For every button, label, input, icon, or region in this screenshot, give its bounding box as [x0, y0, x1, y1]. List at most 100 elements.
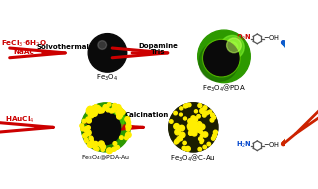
Circle shape [95, 147, 99, 151]
Circle shape [113, 142, 117, 145]
Circle shape [191, 127, 196, 132]
Circle shape [93, 141, 98, 146]
Circle shape [112, 147, 116, 151]
Circle shape [212, 116, 216, 119]
Circle shape [211, 114, 214, 117]
Circle shape [193, 125, 198, 129]
Text: Tris: Tris [151, 49, 166, 55]
Circle shape [188, 123, 191, 126]
Circle shape [91, 106, 95, 110]
Circle shape [169, 120, 173, 123]
Circle shape [179, 132, 185, 138]
Circle shape [89, 136, 93, 140]
Circle shape [119, 108, 122, 112]
Circle shape [183, 141, 186, 145]
Circle shape [188, 126, 194, 131]
Circle shape [81, 127, 84, 131]
Circle shape [175, 139, 179, 143]
Circle shape [126, 132, 131, 138]
Circle shape [81, 103, 130, 152]
Circle shape [191, 124, 195, 127]
Circle shape [83, 133, 87, 138]
Circle shape [84, 127, 88, 131]
Circle shape [189, 131, 193, 135]
Circle shape [200, 134, 203, 137]
Circle shape [194, 129, 198, 132]
Circle shape [198, 137, 202, 141]
Circle shape [90, 137, 93, 140]
Circle shape [111, 107, 116, 112]
Circle shape [85, 139, 88, 143]
Circle shape [208, 110, 212, 114]
Text: Fe$_3$O$_4$@PDA: Fe$_3$O$_4$@PDA [202, 83, 246, 94]
Circle shape [114, 105, 118, 108]
Text: Fe$_3$O$_4$: Fe$_3$O$_4$ [96, 73, 119, 83]
Circle shape [98, 41, 107, 49]
Circle shape [190, 124, 195, 129]
Circle shape [94, 106, 99, 111]
Circle shape [203, 106, 206, 109]
Circle shape [93, 145, 97, 149]
Circle shape [191, 120, 196, 126]
Circle shape [192, 126, 197, 131]
Circle shape [92, 111, 97, 116]
Text: HAuCl$_4$: HAuCl$_4$ [5, 114, 35, 125]
Circle shape [227, 42, 238, 53]
Circle shape [192, 117, 197, 122]
Circle shape [193, 121, 197, 126]
Circle shape [120, 136, 123, 139]
Circle shape [200, 141, 203, 144]
Circle shape [114, 147, 117, 150]
Circle shape [103, 105, 108, 110]
Circle shape [174, 111, 177, 115]
Circle shape [192, 127, 197, 132]
Circle shape [193, 128, 196, 131]
Circle shape [117, 111, 123, 117]
Circle shape [125, 135, 129, 138]
Circle shape [203, 132, 208, 137]
Circle shape [198, 147, 202, 151]
Circle shape [210, 118, 214, 122]
Circle shape [197, 129, 201, 132]
Circle shape [203, 106, 207, 110]
Circle shape [90, 144, 93, 147]
Circle shape [185, 146, 190, 151]
Circle shape [197, 115, 200, 118]
Circle shape [187, 103, 191, 107]
Circle shape [118, 113, 122, 118]
Circle shape [213, 133, 217, 137]
Circle shape [204, 41, 239, 76]
Circle shape [107, 103, 111, 106]
Circle shape [100, 108, 104, 113]
Circle shape [85, 138, 88, 142]
Circle shape [126, 124, 131, 129]
Circle shape [174, 140, 178, 144]
Circle shape [204, 41, 239, 76]
Text: $-$OH: $-$OH [263, 140, 280, 149]
Text: O$_2$N: O$_2$N [236, 33, 252, 43]
Circle shape [188, 119, 192, 123]
Circle shape [92, 110, 96, 115]
Circle shape [88, 143, 93, 147]
Circle shape [100, 144, 106, 149]
Circle shape [103, 105, 107, 109]
Circle shape [169, 103, 218, 152]
Circle shape [116, 111, 120, 115]
Circle shape [94, 146, 97, 150]
Circle shape [87, 119, 91, 123]
Circle shape [191, 116, 195, 120]
Circle shape [191, 127, 195, 131]
Circle shape [224, 39, 241, 56]
Circle shape [102, 109, 124, 131]
Circle shape [213, 130, 218, 134]
Circle shape [127, 120, 130, 123]
Circle shape [94, 105, 98, 108]
Circle shape [169, 103, 218, 152]
Circle shape [174, 124, 179, 129]
Circle shape [87, 142, 93, 147]
Circle shape [180, 138, 183, 140]
Circle shape [97, 108, 102, 113]
Circle shape [190, 127, 195, 132]
Circle shape [84, 129, 87, 132]
Circle shape [200, 108, 205, 114]
